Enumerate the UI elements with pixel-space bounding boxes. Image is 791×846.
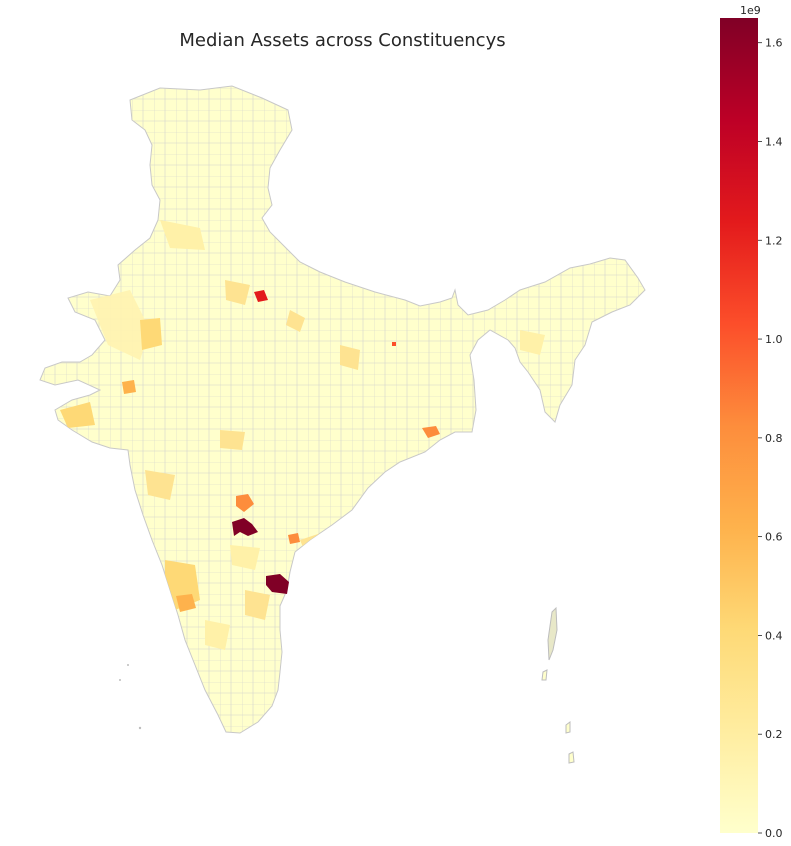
colorbar-tick-label: 0.4 <box>765 629 783 642</box>
constituency-red-north <box>254 290 268 302</box>
colorbar-tick-label: 1.2 <box>765 234 783 247</box>
lakshadweep-islands <box>119 664 142 730</box>
highlighted-constituencies <box>122 290 440 612</box>
constituency-orange-coast <box>288 533 300 544</box>
colorbar-tick-label: 0.2 <box>765 728 783 741</box>
colorbar-tick-label: 0.6 <box>765 531 783 544</box>
colorbar-tick-label: 1.6 <box>765 37 783 50</box>
map-title: Median Assets across Constituencys <box>179 30 506 51</box>
constituency-orange-mid <box>236 494 254 512</box>
colorbar-ticks: 0.0 0.2 0.4 0.6 0.8 1.0 1.2 1.4 1.6 <box>758 37 783 840</box>
constituency-orange-east <box>422 426 440 438</box>
constituency-dark-red-east-coast <box>266 574 289 594</box>
india-landmass <box>39 85 646 734</box>
constituency-orange-west <box>122 380 136 394</box>
colorbar-tick-label: 1.0 <box>765 333 783 346</box>
constituency-orange-south <box>176 594 196 612</box>
colorbar-gradient <box>720 18 758 833</box>
india-constituency-map <box>39 85 646 764</box>
colorbar-tick-label: 0.0 <box>765 827 783 840</box>
constituency-red-small <box>392 342 396 346</box>
constituency-dark-red-hyderabad <box>232 518 258 536</box>
colorbar-offset-label: 1e9 <box>740 4 761 17</box>
colorbar-tick-label: 1.4 <box>765 135 783 148</box>
andaman-islands <box>541 606 575 764</box>
colorbar-tick-label: 0.8 <box>765 432 783 445</box>
